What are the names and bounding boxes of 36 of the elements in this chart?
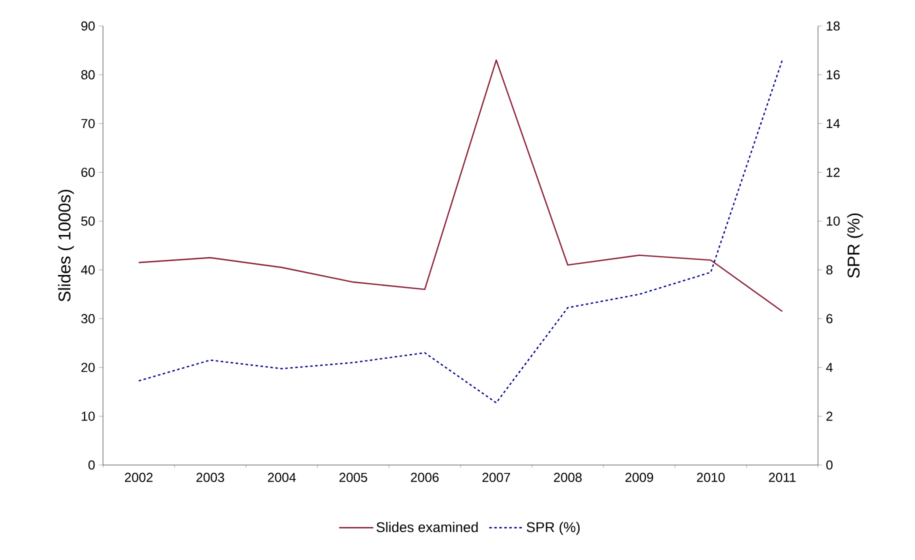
x-tick-label: 2003 bbox=[196, 472, 224, 482]
y2-tick-label: 16 bbox=[826, 70, 840, 80]
line-series bbox=[138, 59, 783, 404]
y-tick-label: 90 bbox=[81, 21, 95, 31]
y2-tick-label: 4 bbox=[826, 362, 833, 372]
x-tick-label: 2008 bbox=[554, 472, 582, 482]
x-tick-label: 2004 bbox=[268, 472, 296, 482]
y2-tick-label: 2 bbox=[826, 412, 832, 421]
x-tick-label: 2009 bbox=[625, 472, 654, 482]
y2-tick-label: 12 bbox=[826, 168, 840, 177]
y2-tick-label: 10 bbox=[826, 216, 840, 226]
y-tick-label: 20 bbox=[81, 362, 95, 372]
y2-tick-label: 14 bbox=[826, 119, 840, 128]
y-tick-label: 40 bbox=[81, 265, 95, 274]
y-tick-label: 80 bbox=[81, 70, 95, 80]
line-series bbox=[138, 59, 783, 312]
x-tick-label: 2002 bbox=[124, 472, 153, 482]
x-tick-label: 2010 bbox=[696, 472, 725, 482]
y2-tick-label: 18 bbox=[826, 21, 840, 31]
y-tick-label: 50 bbox=[81, 216, 95, 226]
y-tick-label: 30 bbox=[81, 314, 95, 324]
y-axis-title: Slides ( 1000s) bbox=[58, 190, 74, 302]
y2-tick-label: 6 bbox=[826, 314, 832, 324]
x-tick-label: 2006 bbox=[410, 472, 439, 482]
legend-label: Slides examined bbox=[376, 522, 478, 532]
y-tick-label: 0 bbox=[88, 460, 95, 470]
y-tick-label: 60 bbox=[81, 168, 95, 177]
x-tick-label: 2005 bbox=[339, 472, 368, 482]
x-tick-label: 2007 bbox=[482, 472, 510, 482]
y-tick-label: 70 bbox=[81, 118, 95, 128]
legend-label: SPR (%) bbox=[526, 522, 580, 535]
y2-tick-label: 8 bbox=[826, 265, 832, 274]
y2-tick-label: 0 bbox=[826, 460, 833, 470]
y2-axis-title: SPR (%) bbox=[847, 214, 863, 278]
y-tick-label: 10 bbox=[82, 412, 95, 421]
x-tick-label: 2011 bbox=[768, 472, 796, 482]
